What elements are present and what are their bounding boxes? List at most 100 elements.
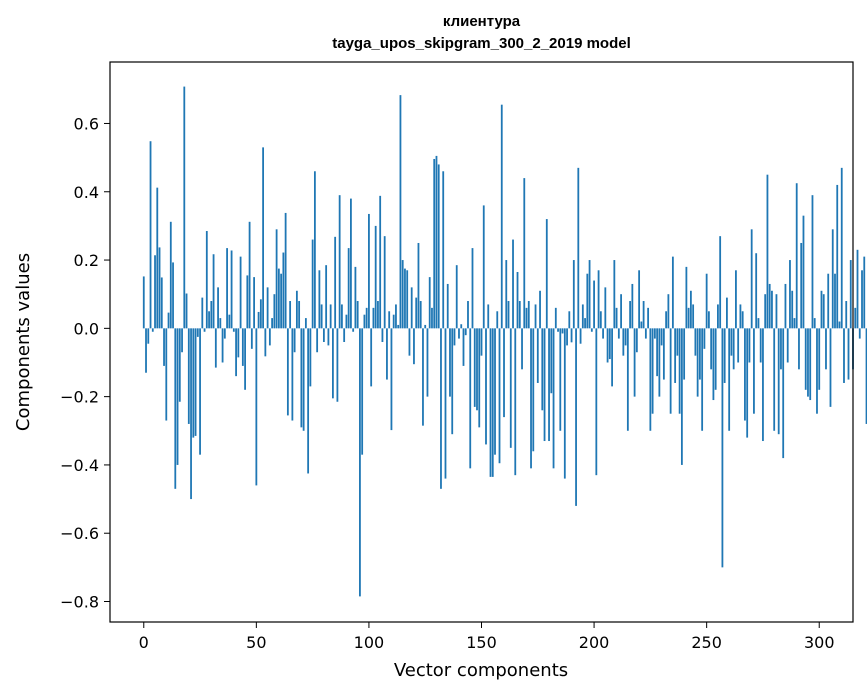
bar [158, 247, 161, 329]
bar [210, 301, 213, 329]
bar [199, 328, 201, 455]
bar [593, 280, 595, 329]
bar [692, 304, 695, 329]
bar [275, 229, 278, 329]
bar [451, 328, 454, 435]
bar [674, 328, 677, 383]
bar [302, 328, 305, 431]
bar [352, 328, 355, 332]
bar [208, 311, 210, 329]
bar [469, 328, 472, 469]
bar [187, 328, 190, 424]
bar [165, 328, 168, 421]
bar [696, 328, 699, 397]
bar [307, 328, 310, 474]
bar [813, 318, 816, 329]
bar [680, 328, 683, 465]
bar [446, 283, 449, 329]
bar [541, 328, 544, 411]
bar [343, 328, 346, 342]
bar [622, 328, 625, 356]
bar [244, 328, 246, 390]
bar [196, 328, 199, 337]
bar [201, 297, 204, 329]
bar [626, 328, 629, 431]
bar [318, 270, 321, 329]
bar [489, 328, 492, 477]
bar [638, 270, 641, 329]
bar [372, 307, 375, 329]
bar [341, 304, 343, 329]
bar [568, 311, 571, 329]
bar [570, 328, 573, 343]
bar [728, 328, 731, 431]
bar [791, 290, 794, 329]
bar [644, 328, 647, 339]
bar [392, 314, 395, 329]
bar [831, 229, 834, 329]
bar [338, 195, 341, 329]
bar [793, 318, 796, 329]
bar [444, 328, 447, 479]
bar [289, 301, 292, 329]
bar [566, 328, 568, 346]
bar [453, 328, 456, 346]
bar [838, 321, 841, 329]
bar [780, 328, 782, 370]
bar [154, 255, 156, 329]
bar [667, 294, 670, 329]
bar [581, 304, 584, 329]
bar [820, 290, 823, 329]
bar [347, 248, 350, 329]
bar [449, 328, 451, 397]
bar [426, 328, 429, 397]
bar [223, 328, 226, 339]
bar [494, 328, 496, 455]
bar [683, 328, 686, 380]
bar [699, 328, 701, 380]
bar [649, 328, 652, 431]
bar [847, 328, 850, 380]
bar [849, 260, 852, 329]
bar [151, 328, 154, 332]
bar [415, 297, 418, 329]
bar [476, 328, 478, 411]
bar [298, 301, 301, 329]
bar [795, 183, 798, 329]
bar [345, 314, 348, 329]
bar [304, 318, 307, 329]
bar [676, 328, 679, 356]
bar [705, 273, 708, 329]
bar [149, 141, 152, 329]
bar [442, 171, 445, 329]
bar [163, 328, 165, 366]
bar [721, 328, 724, 568]
chart-title-model: tayga_upos_skipgram_300_2_2019 model [332, 35, 631, 52]
bar [561, 328, 564, 334]
bar [142, 276, 145, 329]
bar [726, 297, 728, 329]
bar [827, 273, 830, 329]
bar [669, 328, 672, 414]
bar [388, 311, 391, 329]
bar [572, 260, 575, 329]
bar [521, 328, 523, 370]
bar [145, 328, 147, 373]
bar [455, 265, 458, 329]
x-tick-label: 250 [691, 633, 722, 652]
bar [406, 270, 409, 329]
chart-title-word: клиентура [442, 13, 521, 30]
bar [259, 299, 262, 329]
bar [687, 307, 690, 329]
bar [789, 260, 791, 329]
bars-group [142, 86, 867, 597]
bar [359, 328, 361, 597]
bar [863, 256, 866, 329]
bar [712, 328, 715, 401]
bar [235, 328, 237, 377]
bar [802, 215, 805, 329]
bar [147, 328, 150, 344]
bar [271, 318, 274, 329]
bar [861, 270, 863, 329]
bar [753, 328, 755, 414]
